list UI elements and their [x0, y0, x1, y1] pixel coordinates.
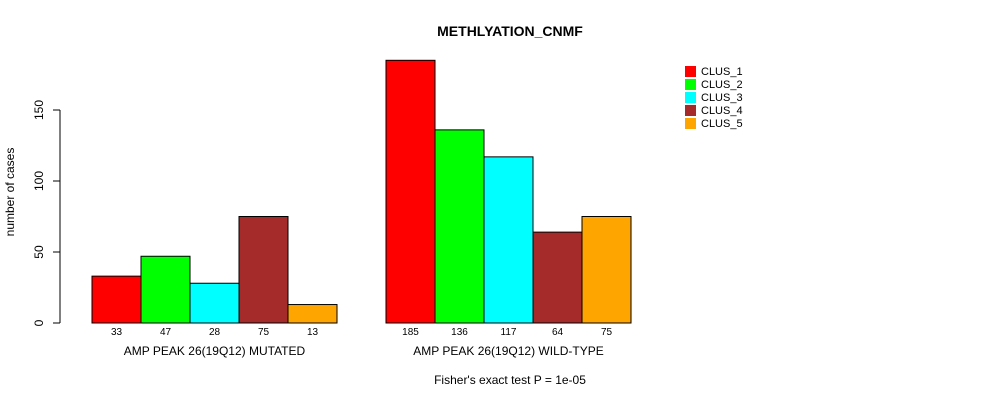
bar-clus_5-group-1	[287, 304, 338, 324]
y-tick-label: 150	[32, 100, 46, 120]
bar-clus_3-group-1	[189, 282, 240, 324]
bar-value-label: 185	[402, 327, 419, 338]
legend-swatch-clus_1	[685, 66, 696, 77]
bar-value-label: 117	[501, 327, 517, 338]
legend-swatch-clus_4	[685, 105, 696, 116]
legend-label-clus_3: CLUS_3	[701, 92, 743, 104]
legend-label-clus_2: CLUS_2	[701, 79, 743, 91]
bar-value-label: 75	[258, 327, 270, 338]
group-label-2: AMP PEAK 26(19Q12) WILD-TYPE	[413, 344, 604, 358]
legend-label-clus_5: CLUS_5	[701, 118, 743, 130]
bar-value-label: 28	[209, 327, 221, 338]
y-tick-label: 50	[32, 245, 46, 259]
bar-clus_1-group-2	[385, 59, 436, 324]
legend-swatch-clus_5	[685, 118, 696, 129]
chart-title: METHLYATION_CNMF	[437, 23, 583, 39]
bar-value-label: 64	[552, 327, 564, 338]
bar-value-label: 33	[111, 327, 123, 338]
bars: 33 47 28 75 13 185 136 117 64 75	[91, 59, 632, 338]
bar-clus_4-group-2	[532, 231, 583, 324]
y-tick-label: 100	[32, 171, 46, 191]
bar-clus_3-group-2	[483, 156, 534, 324]
legend-label-clus_1: CLUS_1	[701, 66, 743, 78]
bar-clus_1-group-1	[91, 275, 142, 324]
group-label-1: AMP PEAK 26(19Q12) MUTATED	[124, 344, 306, 358]
bar-value-label: 75	[601, 327, 613, 338]
bar-value-label: 136	[451, 327, 468, 338]
bar-clus_2-group-2	[434, 129, 485, 324]
legend-swatch-clus_2	[685, 79, 696, 90]
bar-clus_2-group-1	[140, 255, 191, 324]
y-axis-label: number of cases	[3, 148, 17, 237]
bar-clus_5-group-2	[581, 216, 632, 324]
fisher-test-footnote: Fisher's exact test P = 1e-05	[434, 373, 586, 387]
legend-swatch-clus_3	[685, 92, 696, 103]
bar-value-label: 47	[160, 327, 172, 338]
bar-value-label: 13	[307, 327, 319, 338]
y-tick-label: 0	[32, 319, 46, 326]
group-labels: AMP PEAK 26(19Q12) MUTATED AMP PEAK 26(19…	[124, 344, 604, 358]
legend-label-clus_4: CLUS_4	[701, 105, 743, 117]
y-axis: 0 50 100 150	[32, 100, 61, 326]
bar-clus_4-group-1	[238, 216, 289, 324]
